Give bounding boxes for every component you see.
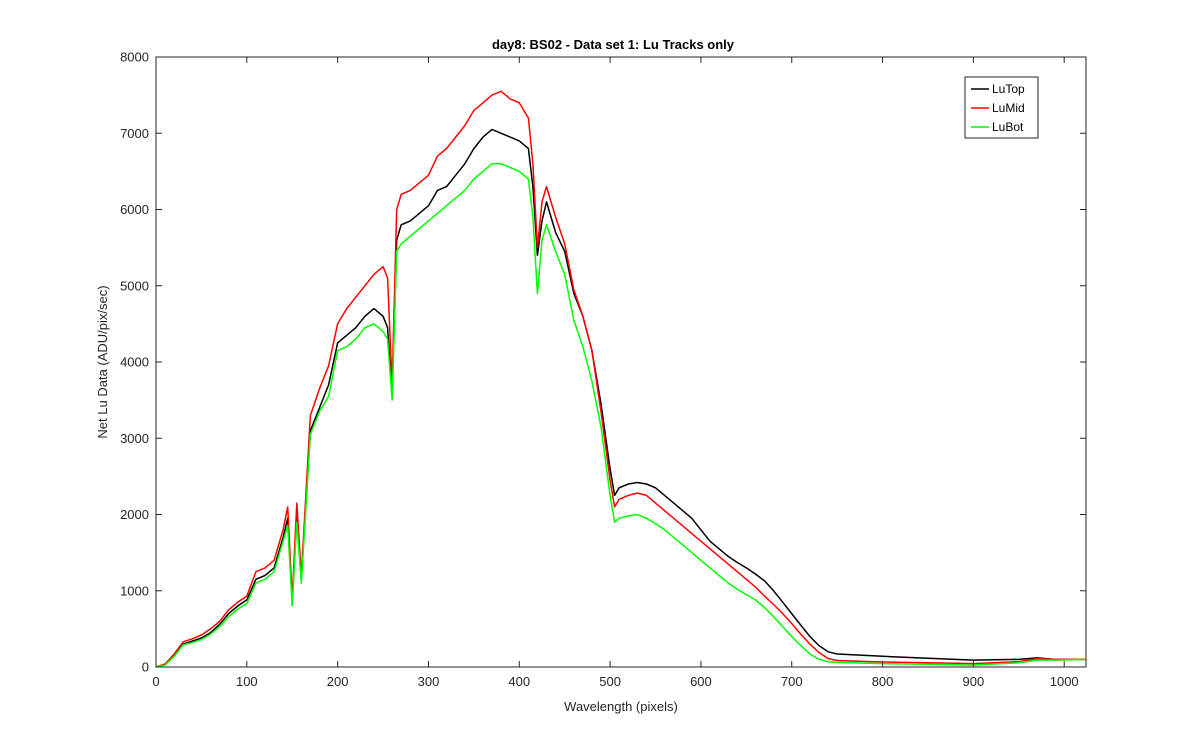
- y-tick-label: 5000: [120, 278, 149, 293]
- y-tick-label: 2000: [120, 507, 149, 522]
- chart-title: day8: BS02 - Data set 1: Lu Tracks only: [492, 37, 735, 52]
- series-line-lutop: [155, 128, 1086, 668]
- y-tick-label: 8000: [120, 50, 149, 65]
- y-tick-label: 6000: [120, 202, 149, 217]
- legend-label-lumid: LuMid: [992, 101, 1025, 115]
- x-tick-label: 800: [872, 674, 894, 689]
- x-tick-label: 100: [236, 674, 258, 689]
- series-layer: [155, 90, 1087, 668]
- y-tick-label: 3000: [120, 431, 149, 446]
- legend-label-lubot: LuBot: [992, 120, 1024, 134]
- x-tick-label: 900: [963, 674, 985, 689]
- y-tick-label: 0: [142, 660, 149, 675]
- y-tick-label: 1000: [120, 583, 149, 598]
- plot-frame: [155, 56, 1087, 668]
- x-tick-label: 700: [781, 674, 803, 689]
- x-tick-label: 600: [690, 674, 712, 689]
- y-axis-label: Net Lu Data (ADU/pix/sec): [95, 285, 110, 438]
- x-tick-label: 200: [327, 674, 349, 689]
- y-tick-label: 7000: [120, 126, 149, 141]
- x-tick-label: 500: [599, 674, 621, 689]
- y-tick-label: 4000: [120, 355, 149, 370]
- legend-label-lutop: LuTop: [992, 82, 1025, 96]
- x-axis-label: Wavelength (pixels): [564, 699, 678, 714]
- series-line-lumid: [155, 90, 1086, 668]
- x-tick-label: 400: [508, 674, 530, 689]
- axes-layer: 0 100 200 300 400 500 600 700 800 900 1000 0 1000 200…: [120, 50, 1087, 689]
- x-tick-label: 300: [418, 674, 440, 689]
- x-tick-label: 0: [152, 674, 159, 689]
- legend: LuTop LuMid LuBot: [964, 76, 1039, 139]
- series-line-lubot: [155, 163, 1087, 668]
- x-tick-label: 1000: [1050, 674, 1079, 689]
